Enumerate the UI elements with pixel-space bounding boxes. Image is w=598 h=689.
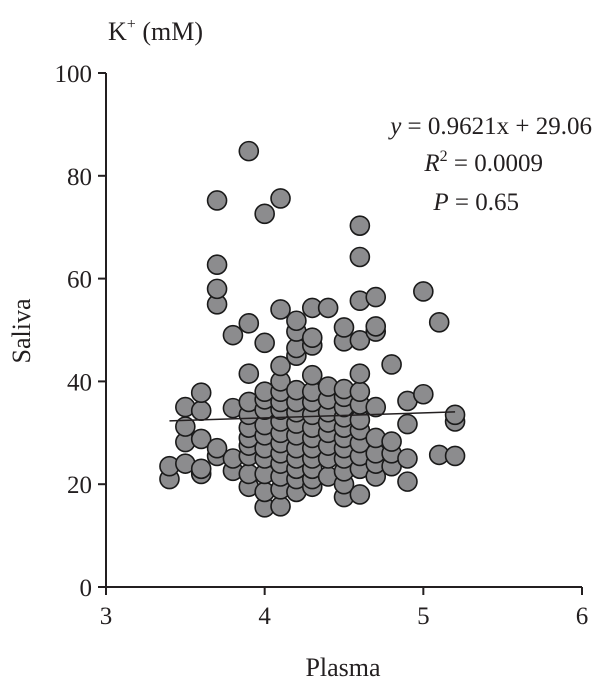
data-point <box>254 203 275 225</box>
data-point <box>349 381 371 402</box>
regression-equation: y = 0.9621x + 29.06 <box>387 113 592 140</box>
data-point <box>206 254 228 276</box>
data-point <box>349 329 371 351</box>
data-point <box>190 458 212 480</box>
y-tick-label: 60 <box>67 267 92 294</box>
p-value-label: P = 0.65 <box>432 189 519 216</box>
r-squared-label: R2 = 0.0009 <box>423 148 543 177</box>
x-axis-title: Plasma <box>305 653 381 682</box>
x-tick-label: 6 <box>576 603 589 630</box>
data-point <box>444 404 466 426</box>
data-point <box>206 190 228 211</box>
y-tick-label: 0 <box>80 575 93 602</box>
data-point <box>206 278 228 300</box>
y-tick-label: 40 <box>67 369 92 396</box>
data-point <box>413 281 434 302</box>
y-tick-label: 20 <box>67 472 92 499</box>
data-point <box>206 437 228 459</box>
x-tick-label: 3 <box>100 603 113 630</box>
chart-title: K+ (mM) <box>108 16 203 46</box>
data-point <box>349 246 371 268</box>
data-point <box>397 413 418 435</box>
x-axis-ticks: 3 4 5 6 <box>100 587 589 630</box>
data-point <box>428 311 450 333</box>
data-point <box>270 496 291 517</box>
data-point <box>413 383 434 405</box>
data-point <box>270 188 291 209</box>
y-axis-ticks: 0 20 40 60 80 100 <box>55 61 106 602</box>
y-axis-title: Saliva <box>7 298 36 363</box>
data-point <box>365 286 387 308</box>
data-point <box>222 324 244 346</box>
x-tick-label: 4 <box>258 603 271 630</box>
data-point <box>238 140 260 162</box>
data-point <box>381 431 402 452</box>
data-point <box>238 313 260 334</box>
data-point <box>365 396 387 418</box>
x-tick-label: 5 <box>417 603 430 630</box>
data-point <box>381 354 402 375</box>
data-point <box>349 363 371 384</box>
y-tick-label: 80 <box>67 164 92 191</box>
data-point <box>397 448 418 469</box>
trend-line <box>169 411 456 422</box>
data-point <box>444 445 466 467</box>
data-point <box>333 317 355 338</box>
data-point <box>270 355 291 377</box>
data-point <box>349 484 371 505</box>
data-point <box>301 327 323 349</box>
data-point <box>365 316 387 337</box>
data-point <box>190 428 212 450</box>
data-point <box>270 299 291 320</box>
y-tick-label: 100 <box>55 61 93 88</box>
data-point <box>286 310 307 332</box>
data-point <box>190 400 212 421</box>
data-point <box>190 382 212 404</box>
data-point <box>317 297 339 319</box>
data-points <box>159 140 466 518</box>
data-point <box>397 471 418 492</box>
data-point <box>254 332 275 354</box>
data-point <box>238 363 260 384</box>
data-point <box>301 364 323 386</box>
data-point <box>349 215 371 236</box>
